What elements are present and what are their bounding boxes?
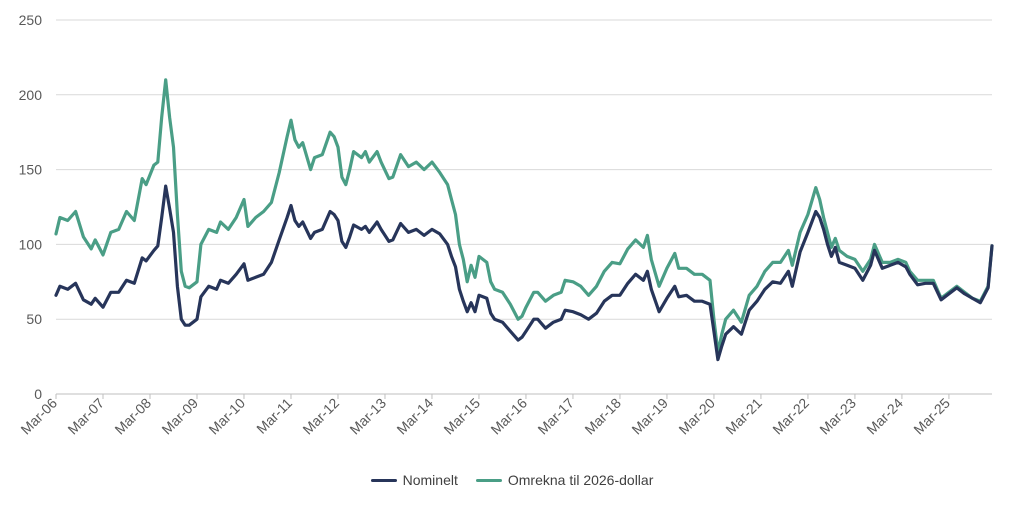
x-tick-label: Mar-14 [393,395,436,438]
x-tick-label: Mar-21 [722,395,765,438]
x-tick-label: Mar-15 [440,395,483,438]
y-tick-label: 200 [19,87,43,103]
series-line-nominal [54,184,994,362]
x-tick-label: Mar-17 [534,395,577,438]
x-tick-label: Mar-18 [581,395,624,438]
x-tick-label: Mar-24 [863,395,906,438]
y-axis-ticks: 0 50 100 150 200 250 [19,12,43,402]
x-tick-label: Mar-25 [910,395,953,438]
legend-label-real: Omrekna til 2026-dollar [507,472,654,488]
legend-swatch-nominal [370,478,397,482]
chart-legend: Nominelt Omrekna til 2026-dollar [0,468,1024,492]
series-line-real [54,78,994,354]
y-tick-label: 150 [19,162,43,178]
y-tick-label: 50 [26,311,42,327]
legend-item-real: Omrekna til 2026-dollar [475,472,654,488]
x-tick-label: Mar-10 [205,395,248,438]
x-axis-ticks: Mar-06 Mar-07 Mar-08 Mar-09 Mar-10 Mar-11 Mar-… [17,394,953,437]
x-tick-label: Mar-23 [816,395,859,438]
legend-item-nominal: Nominelt [370,472,458,488]
line-chart: 0 50 100 150 200 250 Mar-06 Mar-07 Mar-08 Mar-09… [17,12,994,437]
x-tick-label: Mar-16 [487,395,530,438]
y-tick-label: 100 [19,236,43,252]
x-tick-label: Mar-22 [769,395,812,438]
chart-series [54,78,994,362]
y-tick-label: 250 [19,12,43,28]
x-tick-label: Mar-11 [253,395,295,437]
x-tick-label: Mar-09 [158,395,201,438]
x-tick-label: Mar-12 [299,395,342,438]
y-tick-label: 0 [34,386,42,402]
x-tick-label: Mar-13 [346,395,389,438]
x-tick-label: Mar-07 [64,395,107,438]
x-tick-label: Mar-19 [628,395,671,438]
x-tick-label: Mar-08 [111,395,154,438]
legend-label-nominal: Nominelt [402,472,458,488]
legend-swatch-real [475,478,502,482]
x-tick-label: Mar-20 [675,395,718,438]
